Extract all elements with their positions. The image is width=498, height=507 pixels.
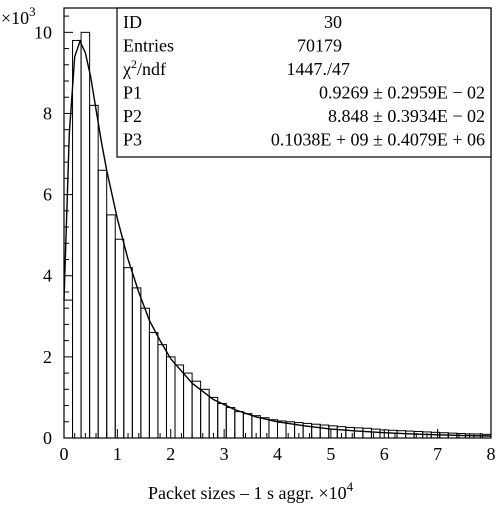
x-tick-label: 2: [166, 444, 175, 464]
x-tick-label: 5: [326, 444, 335, 464]
stats-label-text: Entries: [123, 36, 174, 56]
x-axis-title-exponent: 4: [347, 479, 354, 494]
stats-label: P2: [123, 106, 142, 126]
y-tick-label: 4: [43, 266, 52, 286]
stats-label-text: P3: [123, 130, 142, 150]
histogram-bin: [148, 332, 159, 439]
histogram-bin: [183, 372, 193, 439]
x-tick-label: 7: [433, 444, 442, 464]
x-tick-label: 4: [273, 444, 282, 464]
histogram-bin: [234, 411, 244, 439]
histogram-bin: [345, 426, 355, 439]
stats-value: 8.848 ± 0.3934E − 02: [328, 106, 485, 126]
histogram-bin: [388, 429, 398, 439]
y-tick-label: 2: [43, 347, 52, 367]
x-tick-label: 3: [220, 444, 229, 464]
stats-label: χ2/ndf: [122, 57, 166, 79]
histogram-bin: [217, 403, 227, 439]
histogram-bin: [268, 419, 278, 439]
histogram-bin: [80, 31, 91, 439]
histogram-bin: [140, 307, 150, 439]
histogram-bin: [225, 407, 236, 439]
stats-value: 0.9269 ± 0.2959E − 02: [319, 83, 485, 103]
stats-value: 0.1038E + 09 ± 0.4079E + 06: [271, 130, 485, 150]
histogram-bin: [242, 413, 253, 439]
y-multiplier-base: ×10: [1, 8, 29, 28]
y-tick-label: 0: [43, 428, 52, 448]
histogram-bin: [370, 428, 381, 439]
fit-curve-series: [63, 39, 492, 437]
x-tick-label: 6: [380, 444, 389, 464]
x-tick-label: 1: [113, 444, 122, 464]
stats-value: 70179: [297, 36, 342, 56]
y-multiplier-label: ×103: [1, 4, 36, 28]
y-tick-label: 6: [43, 185, 52, 205]
histogram-bin: [328, 425, 338, 439]
y-tick-label: 10: [34, 22, 52, 42]
histogram-bin: [123, 267, 133, 439]
stats-label: ID: [123, 12, 142, 32]
x-axis-title-text: Packet sizes – 1 s aggr. ×10: [148, 483, 347, 503]
x-tick-label: 8: [487, 444, 496, 464]
histogram-bin: [131, 287, 142, 439]
stats-label: P1: [123, 83, 142, 103]
stats-box: ID 30 Entries 70179 χ2/ndf 1447./47 P1 0.9269 ±…: [116, 7, 492, 158]
histogram-bin: [157, 344, 167, 439]
histogram-bin: [362, 427, 372, 439]
histogram-bin: [396, 430, 407, 439]
histogram-bin: [208, 396, 219, 439]
histogram-bin: [353, 427, 364, 439]
stats-label-text: ID: [123, 12, 142, 32]
histogram-bin: [165, 356, 176, 439]
stats-label-suffix: /ndf: [137, 59, 166, 79]
y-tick-label: 8: [43, 103, 52, 123]
x-axis-title: Packet sizes – 1 s aggr. ×104: [148, 479, 354, 503]
histogram-bin: [319, 424, 330, 439]
histogram-bin: [97, 169, 108, 439]
stats-label: P3: [123, 130, 142, 150]
fit-curve-line: [63, 39, 492, 437]
histogram-bin: [89, 104, 99, 439]
x-tick-label: 0: [60, 444, 69, 464]
histogram-bin: [114, 238, 125, 439]
stats-label-text: P2: [123, 106, 142, 126]
histogram-bin: [63, 299, 74, 439]
histogram-bin: [200, 388, 210, 439]
stats-value: 1447./47: [286, 59, 350, 79]
y-multiplier-exponent: 3: [29, 4, 36, 19]
stats-value: 30: [324, 12, 342, 32]
stats-label-superscript: 2: [131, 57, 137, 71]
histogram-bin: [72, 39, 82, 439]
stats-box-frame: [116, 7, 492, 158]
stats-label: Entries: [123, 36, 174, 56]
histogram-bin: [191, 380, 202, 439]
stats-label-text: P1: [123, 83, 142, 103]
stats-label-text: χ: [122, 59, 131, 79]
histogram-bin: [106, 214, 116, 439]
histogram-bin: [259, 417, 270, 439]
histogram-bin: [174, 364, 185, 439]
